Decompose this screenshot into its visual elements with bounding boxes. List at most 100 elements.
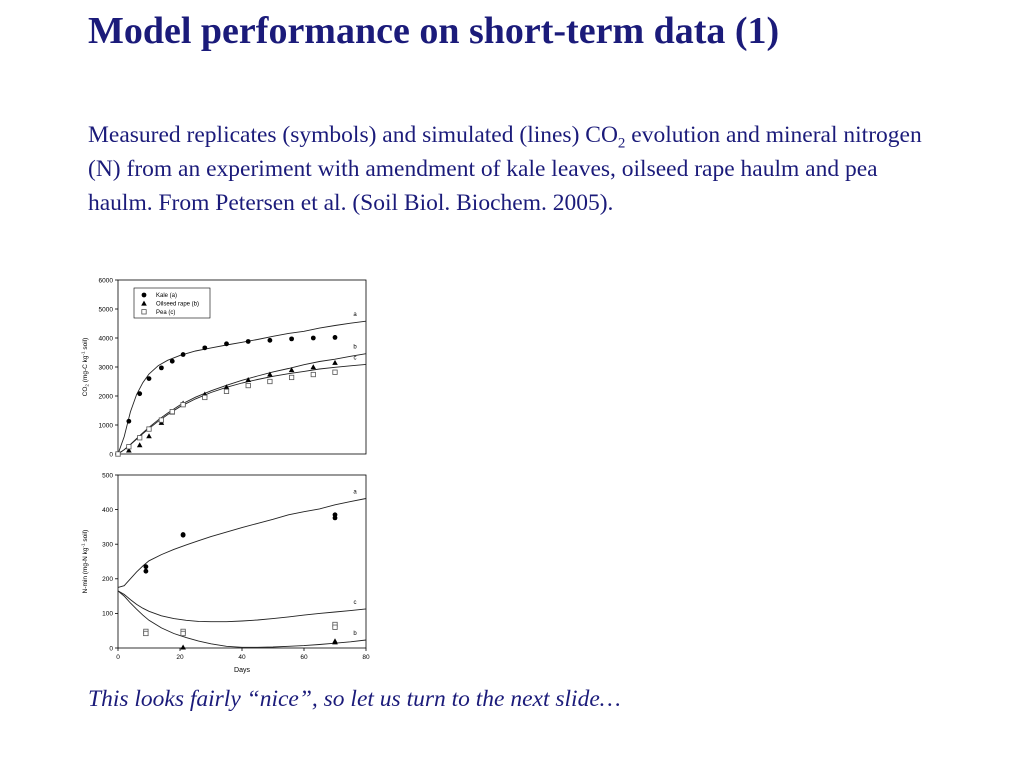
simulated-curve-c bbox=[117, 363, 367, 455]
data-point-open-square bbox=[310, 371, 316, 378]
data-point-open-square bbox=[143, 630, 149, 637]
data-point-filled-circle bbox=[332, 515, 338, 521]
x-tick-label: 60 bbox=[300, 654, 308, 661]
simulated-curve-c bbox=[117, 590, 367, 623]
curve-label-a: a bbox=[353, 312, 357, 318]
y-tick-label: 1000 bbox=[99, 422, 114, 429]
y-axis-label-part: soil) bbox=[82, 338, 89, 352]
data-point-filled-triangle bbox=[126, 447, 132, 453]
data-point-filled-triangle bbox=[310, 364, 317, 370]
chart-panel-2: 0 100 200 300 400 500 0 20 40 60 80 N-min (mg-N kg-… bbox=[80, 472, 370, 674]
data-point-open-square bbox=[332, 369, 338, 375]
legend-box bbox=[133, 287, 211, 319]
y-axis-label-part: -1 bbox=[80, 543, 85, 548]
body-text-part-1: Measured replicates (symbols) and simula… bbox=[88, 122, 618, 148]
simulated-curve-b bbox=[117, 590, 367, 648]
curve-label-b: b bbox=[353, 345, 357, 351]
data-point-filled-triangle bbox=[136, 442, 143, 448]
data-point-filled-circle bbox=[289, 336, 294, 342]
body-text-part-2: evolution and mineral nitrogen (N) from … bbox=[88, 122, 922, 216]
y-axis-label-part: -1 bbox=[80, 351, 85, 356]
data-point-open-square bbox=[137, 435, 143, 441]
data-point-filled-circle bbox=[180, 532, 186, 538]
y-tick-label: 4000 bbox=[99, 335, 114, 342]
legend-label: Pea (c) bbox=[156, 310, 175, 316]
co2-subscript: 2 bbox=[617, 135, 626, 152]
curve-label-c: c bbox=[354, 355, 357, 361]
data-point-filled-triangle bbox=[180, 644, 186, 650]
data-point-open-square bbox=[267, 378, 273, 385]
y-tick-label: 100 bbox=[102, 611, 113, 618]
data-point-open-square bbox=[169, 409, 175, 415]
data-point-filled-circle bbox=[180, 352, 186, 357]
legend-label: Oilseed rape (b) bbox=[156, 302, 199, 308]
chart-panel-1: 0 1000 2000 3000 4000 5000 6000 CO2 (mg-C kg-1 … bbox=[80, 277, 367, 458]
y-tick-label: 3000 bbox=[99, 364, 114, 371]
data-point-open-square bbox=[202, 394, 208, 401]
y-tick-label: 200 bbox=[102, 576, 113, 583]
data-point-filled-circle bbox=[332, 335, 338, 340]
curve-label-a: a bbox=[353, 490, 357, 496]
legend-marker bbox=[141, 292, 147, 298]
x-tick-label: 20 bbox=[176, 654, 184, 661]
slide-body-text: Measured replicates (symbols) and simula… bbox=[88, 118, 938, 220]
slide-title: Model performance on short-term data (1) bbox=[88, 10, 780, 52]
y-axis-label-part: 2 bbox=[85, 384, 90, 387]
data-point-open-square bbox=[223, 388, 230, 394]
data-point-filled-circle bbox=[245, 339, 251, 344]
x-tick-label: 80 bbox=[362, 654, 370, 661]
data-point-open-square bbox=[115, 451, 121, 457]
data-point-filled-circle bbox=[169, 358, 175, 364]
data-point-filled-circle bbox=[146, 376, 152, 381]
data-point-filled-triangle bbox=[267, 371, 273, 377]
chart-legend: Kale (a) Oilseed rape (b) Pea (c) bbox=[133, 287, 211, 319]
x-tick-label: 0 bbox=[116, 654, 120, 661]
y-tick-label: 0 bbox=[109, 645, 113, 652]
y-tick-label: 5000 bbox=[99, 306, 114, 313]
data-point-filled-circle bbox=[143, 564, 149, 570]
y-tick-label: 500 bbox=[102, 472, 113, 479]
slide-footer-note: This looks fairly “nice”, so let us turn… bbox=[88, 686, 621, 712]
y-axis-label-part: CO bbox=[82, 387, 89, 397]
data-point-filled-triangle bbox=[288, 367, 295, 373]
data-point-filled-circle bbox=[159, 365, 164, 371]
data-point-filled-triangle bbox=[332, 639, 338, 645]
y-axis-label-part: N-min (mg-N kg bbox=[82, 547, 89, 593]
data-point-filled-circle bbox=[310, 335, 316, 341]
data-point-open-square bbox=[146, 426, 152, 432]
data-point-filled-triangle bbox=[223, 384, 230, 390]
data-point-open-square bbox=[158, 417, 164, 423]
y-tick-label: 300 bbox=[102, 542, 113, 549]
x-axis-label: Days bbox=[234, 667, 250, 674]
data-point-filled-triangle bbox=[245, 376, 251, 382]
data-point-filled-circle bbox=[202, 345, 208, 351]
data-point-filled-circle bbox=[126, 418, 132, 424]
curve-label-b: b bbox=[353, 631, 357, 637]
data-point-open-square bbox=[245, 382, 251, 389]
y-tick-label: 0 bbox=[109, 451, 113, 458]
data-point-open-square bbox=[180, 402, 186, 408]
plot-frame bbox=[117, 474, 367, 649]
legend-label: Kale (a) bbox=[156, 293, 177, 299]
data-point-filled-circle bbox=[267, 337, 273, 343]
y-tick-label: 400 bbox=[102, 507, 113, 514]
y-tick-label: 6000 bbox=[99, 277, 114, 284]
y-tick-label: 2000 bbox=[99, 393, 114, 400]
x-tick-label: 40 bbox=[238, 654, 246, 661]
y-axis-label: N-min (mg-N kg-1 soil) bbox=[80, 530, 89, 594]
data-point-open-square bbox=[180, 630, 186, 637]
y-axis-label: CO2 (mg-C kg-1 soil) bbox=[80, 338, 89, 397]
data-point-filled-triangle bbox=[332, 359, 338, 365]
data-point-filled-circle bbox=[143, 568, 149, 574]
data-point-open-square bbox=[332, 624, 338, 630]
data-point-open-square bbox=[126, 444, 132, 450]
data-point-filled-circle bbox=[137, 391, 143, 397]
simulated-curve-a bbox=[117, 498, 367, 588]
y-axis-label-part: (mg-C kg bbox=[82, 355, 89, 384]
legend-marker bbox=[141, 300, 147, 306]
data-point-filled-circle bbox=[224, 341, 229, 347]
simulated-curve-a bbox=[117, 320, 367, 455]
curve-label-c: c bbox=[354, 600, 357, 606]
data-point-open-square bbox=[288, 374, 295, 381]
